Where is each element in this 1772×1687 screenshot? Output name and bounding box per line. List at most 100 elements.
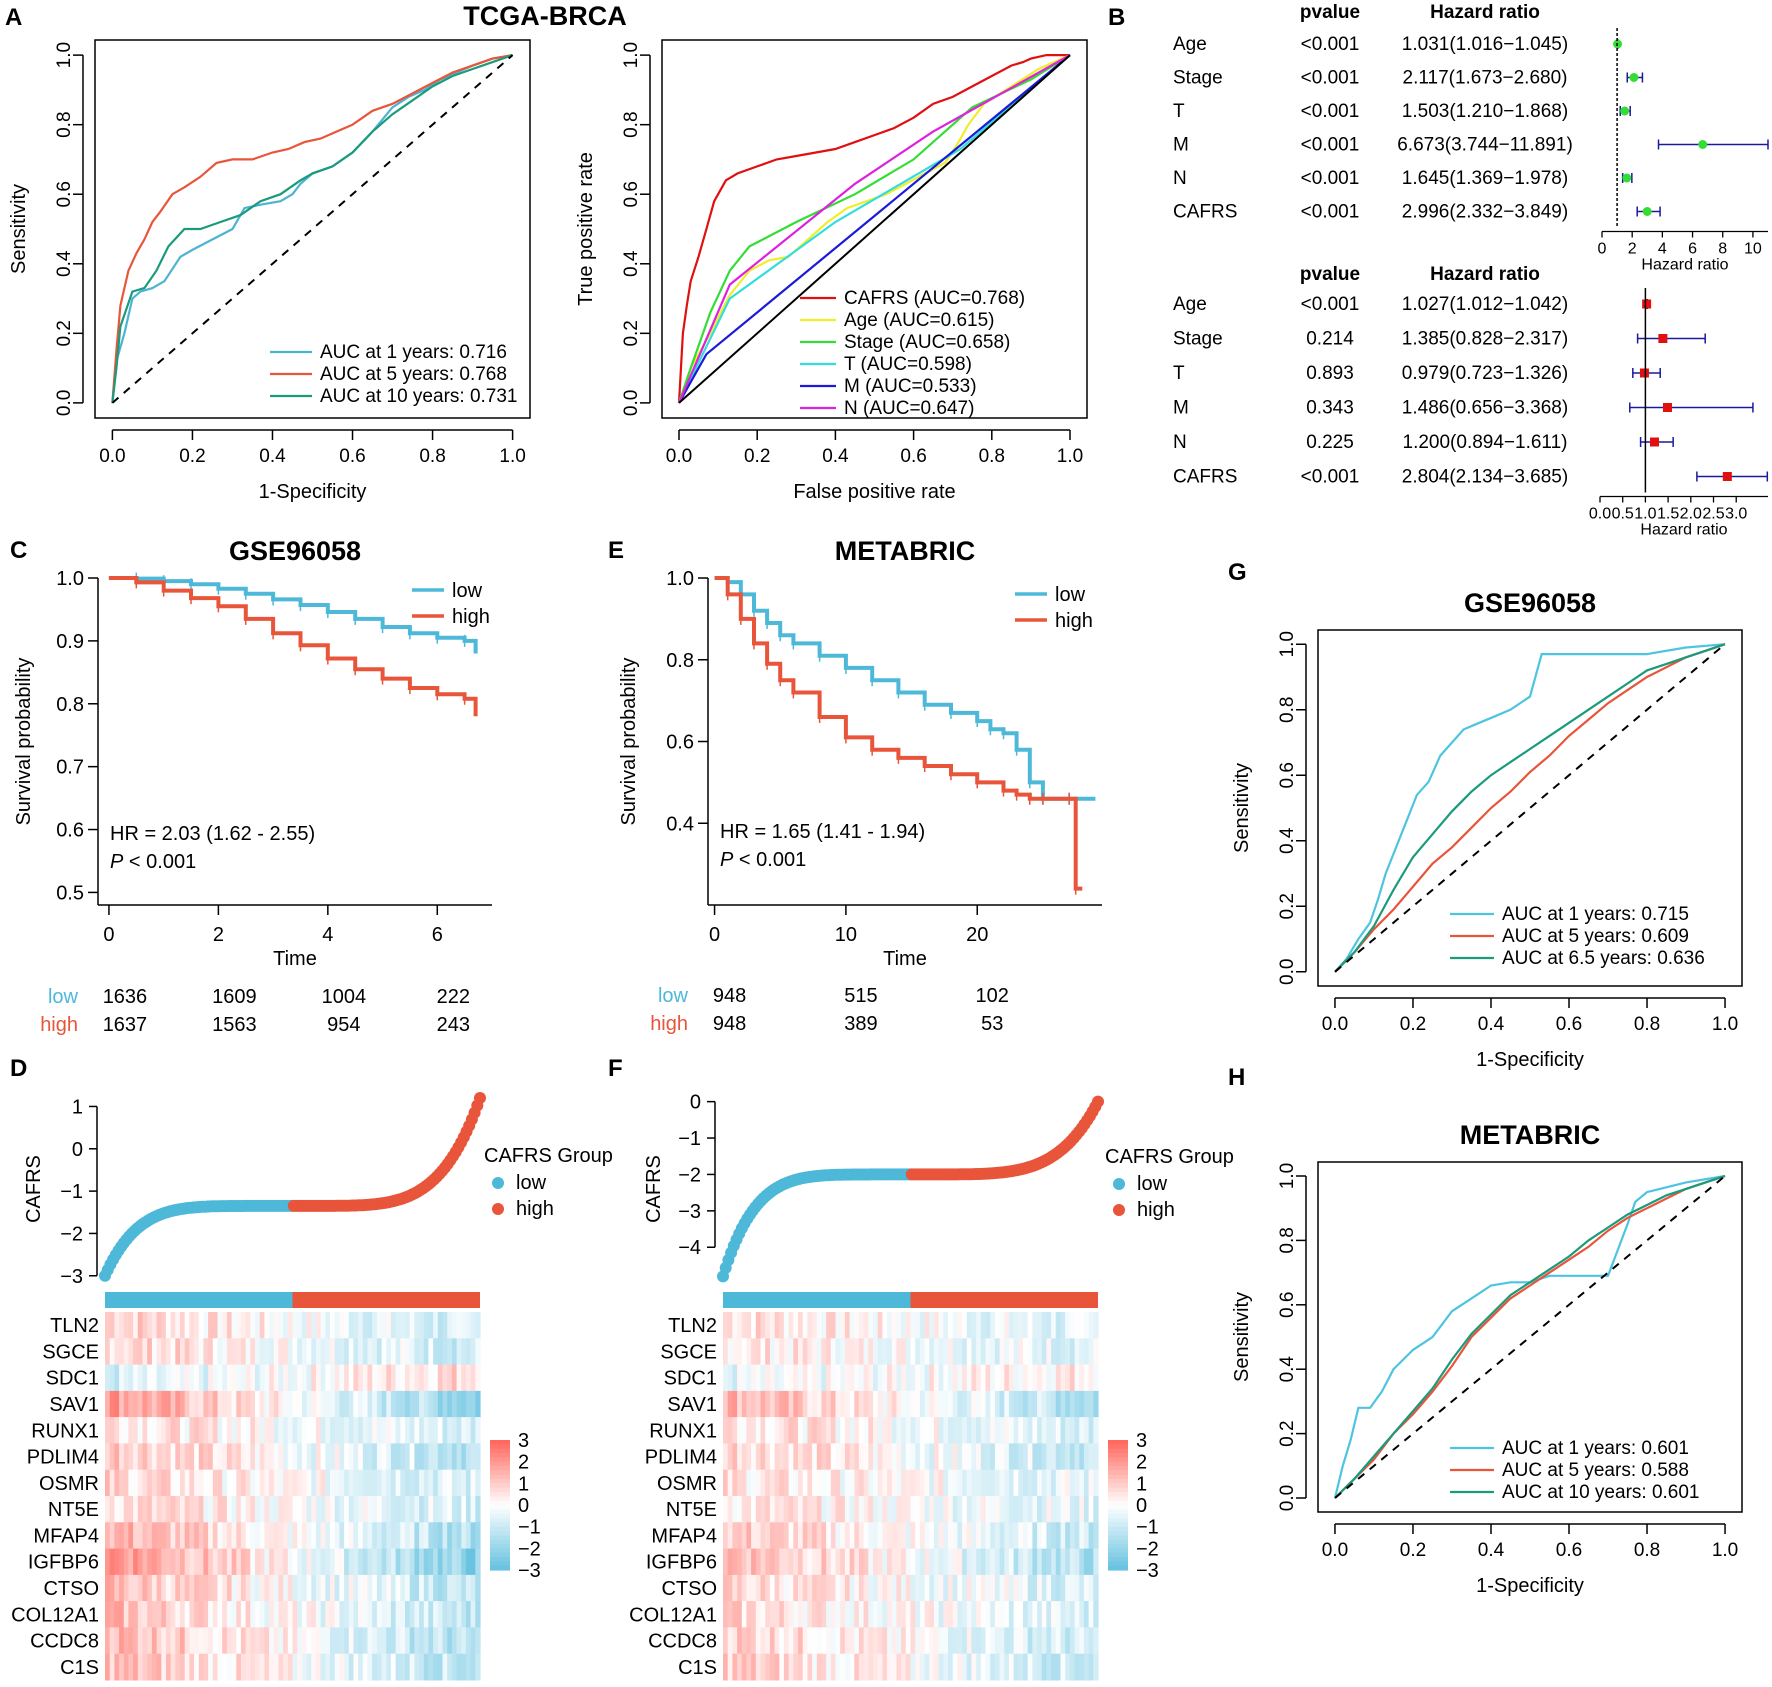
D_heatmap-cell [236,1364,242,1392]
D_heatmap-cell [419,1469,425,1497]
D_heatmap-scale-step [490,1526,510,1532]
F_heatmap-cell [976,1443,982,1471]
D_heatmap-cell [433,1469,439,1497]
F_heatmap-cell [933,1417,940,1444]
F_heatmap-cell [1008,1390,1015,1418]
D_heatmap-cell [236,1417,242,1444]
D_heatmap-cell [386,1417,392,1444]
F_heatmap-cell [1037,1469,1043,1497]
F_heatmap-scale-label: −3 [1136,1560,1159,1582]
D_heatmap-cell [395,1496,401,1523]
F_heatmap-cell [1018,1548,1024,1576]
D_heatmap-cell [395,1469,401,1497]
D_heatmap-cell [212,1338,219,1366]
D_heatmap-cell [119,1627,125,1655]
D_heatmap-cell [198,1417,205,1444]
F_heatmap-cell [948,1469,954,1497]
D_heatmap-cell [105,1574,111,1602]
D-legend-title: CAFRS Group [484,1145,613,1167]
F_heatmap-cell [1055,1653,1062,1681]
D_heatmap-cell [292,1417,298,1444]
D_heatmap-cell [231,1522,237,1550]
D_heatmap-cell [442,1469,448,1497]
F_heatmap-cell [994,1443,1001,1471]
F_heatmap-cell [1065,1390,1071,1418]
F_heatmap-cell [971,1522,977,1550]
F_heatmap-cell [1051,1627,1057,1655]
D_heatmap-cell [212,1469,219,1497]
F_heatmap-cell [849,1390,855,1418]
D_heatmap-cell [208,1574,214,1602]
F_heatmap-scale-step [1108,1535,1128,1541]
B2-x-tick-label: 1.0 [1634,506,1656,523]
F_heatmap-cell [905,1417,912,1444]
F_heatmap-cell [873,1574,879,1602]
D_heatmap-cell [362,1574,369,1602]
F_heatmap-cell [737,1627,743,1655]
D_heatmap-cell [133,1390,139,1418]
D_heatmap-cell [217,1496,223,1523]
D_heatmap-cell [119,1390,125,1418]
F_heatmap-cell [802,1548,808,1576]
D_heatmap-cell [376,1312,383,1339]
F_heatmap-cell [844,1469,851,1497]
D_heatmap-cell [470,1469,476,1497]
panel-label-b: B [1108,4,1125,31]
A2-y-tick-label: 1.0 [621,42,642,68]
D_heatmap-cell [465,1364,472,1392]
F_heatmap-cell [844,1417,851,1444]
D_heatmap-cell [325,1312,331,1339]
F_heatmap-cell [938,1443,944,1471]
F_heatmap-cell [938,1364,944,1392]
A2-y-tick-label: 0.8 [621,111,642,137]
F_heatmap-cell [1046,1417,1052,1444]
B2-x-label: Hazard ratio [1640,522,1727,539]
F_heatmap-cell [760,1496,766,1523]
D_heatmap-cell [245,1522,251,1550]
D_heatmap-cell [423,1627,430,1655]
F_heatmap-row-label: CCDC8 [648,1631,717,1653]
D_heatmap-cell [306,1390,312,1418]
F_heatmap-cell [751,1548,757,1576]
D_heatmap-cell [189,1469,195,1497]
F_heatmap-cell [1079,1364,1085,1392]
F_heatmap-cell [1046,1522,1052,1550]
F_heatmap-cell [779,1601,785,1628]
F_heatmap-cell [807,1496,813,1523]
F_heatmap-cell [1065,1522,1071,1550]
F_heatmap-cell [765,1496,771,1523]
C-risk-group-label: high [40,1014,78,1036]
D_heatmap-cell [386,1443,392,1471]
F_heatmap-cell [1041,1364,1048,1392]
D_heatmap-cell [442,1338,448,1366]
F_heatmap-cell [779,1522,785,1550]
D_heatmap-cell [437,1601,444,1628]
F_heatmap-cell [938,1469,944,1497]
F_heatmap-cell [741,1469,748,1497]
D_heatmap-cell [222,1390,228,1418]
D_heatmap-cell [147,1496,153,1523]
D_heatmap-cell [161,1627,167,1655]
chart-A1: 0.0 0.2 0.4 0.6 0.8 1.00.00.20.40.60.81.01-Sp… [8,39,531,503]
G-y-tick-label: 0.6 [1277,762,1298,788]
D_heatmap-cell [189,1574,195,1602]
D_heatmap-cell [283,1574,289,1602]
D_heatmap-cell [255,1443,261,1471]
F_heatmap-cell [802,1443,808,1471]
D_heatmap-cell [320,1653,326,1681]
D_heatmap-cell [339,1417,345,1444]
D_heatmap-cell [390,1364,397,1392]
F_heatmap-cell [990,1338,996,1366]
D_heatmap-cell [142,1522,148,1550]
D_heatmap-cell [292,1496,298,1523]
D_heatmap-cell [123,1443,130,1471]
D-group-bar-high [292,1292,480,1308]
F_heatmap-cell [769,1574,776,1602]
A1-y-tick-label: 0.4 [54,250,75,277]
D_heatmap-cell [367,1417,373,1444]
D_heatmap-cell [405,1443,411,1471]
F_heatmap-cell [746,1443,752,1471]
F_heatmap-cell [765,1417,771,1444]
F_heatmap-cell [858,1574,865,1602]
F_heatmap-cell [727,1496,733,1523]
